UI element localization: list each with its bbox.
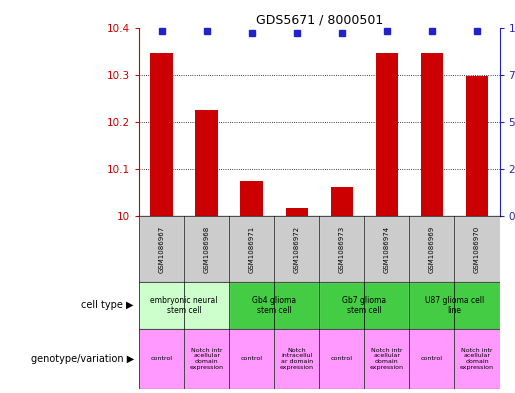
Text: Gb7 glioma
stem cell: Gb7 glioma stem cell	[342, 296, 386, 315]
Text: GSM1086970: GSM1086970	[474, 225, 480, 273]
Bar	[454, 216, 500, 282]
Bar	[139, 216, 184, 282]
Bar	[375, 53, 398, 216]
Text: GSM1086969: GSM1086969	[429, 225, 435, 273]
Text: control: control	[150, 356, 173, 361]
Text: genotype/variation ▶: genotype/variation ▶	[31, 354, 134, 364]
Bar	[409, 216, 454, 282]
Bar	[454, 329, 500, 389]
Bar	[466, 75, 488, 216]
Bar	[331, 187, 353, 216]
Title: GDS5671 / 8000501: GDS5671 / 8000501	[255, 13, 383, 26]
Bar	[139, 329, 184, 389]
Text: GSM1086972: GSM1086972	[294, 226, 300, 273]
Text: embryonic neural
stem cell: embryonic neural stem cell	[150, 296, 218, 315]
Text: GSM1086968: GSM1086968	[203, 225, 210, 273]
Bar	[241, 181, 263, 216]
Bar	[285, 208, 308, 216]
Bar	[319, 329, 365, 389]
Bar	[184, 216, 229, 282]
Text: GSM1086971: GSM1086971	[249, 225, 255, 273]
Text: GSM1086973: GSM1086973	[339, 225, 345, 273]
Text: Gb4 glioma
stem cell: Gb4 glioma stem cell	[252, 296, 296, 315]
Text: control: control	[421, 356, 443, 361]
Bar	[365, 329, 409, 389]
Bar	[139, 282, 229, 329]
Text: cell type ▶: cell type ▶	[81, 300, 134, 310]
Text: control: control	[331, 356, 353, 361]
Bar	[150, 53, 173, 216]
Bar	[195, 110, 218, 216]
Text: Notch
intracellul
ar domain
expression: Notch intracellul ar domain expression	[280, 348, 314, 370]
Bar	[409, 329, 454, 389]
Bar	[319, 216, 365, 282]
Bar	[184, 329, 229, 389]
Bar	[229, 329, 274, 389]
Text: Notch intr
acellular
domain
expression: Notch intr acellular domain expression	[460, 348, 494, 370]
Bar	[421, 53, 443, 216]
Bar	[229, 282, 319, 329]
Bar	[229, 216, 274, 282]
Bar	[409, 282, 500, 329]
Text: U87 glioma cell
line: U87 glioma cell line	[425, 296, 484, 315]
Bar	[365, 216, 409, 282]
Text: GSM1086974: GSM1086974	[384, 226, 390, 273]
Bar	[319, 282, 409, 329]
Bar	[274, 216, 319, 282]
Text: Notch intr
acellular
domain
expression: Notch intr acellular domain expression	[190, 348, 224, 370]
Text: control: control	[241, 356, 263, 361]
Text: GSM1086967: GSM1086967	[159, 225, 165, 273]
Bar	[274, 329, 319, 389]
Text: Notch intr
acellular
domain
expression: Notch intr acellular domain expression	[370, 348, 404, 370]
